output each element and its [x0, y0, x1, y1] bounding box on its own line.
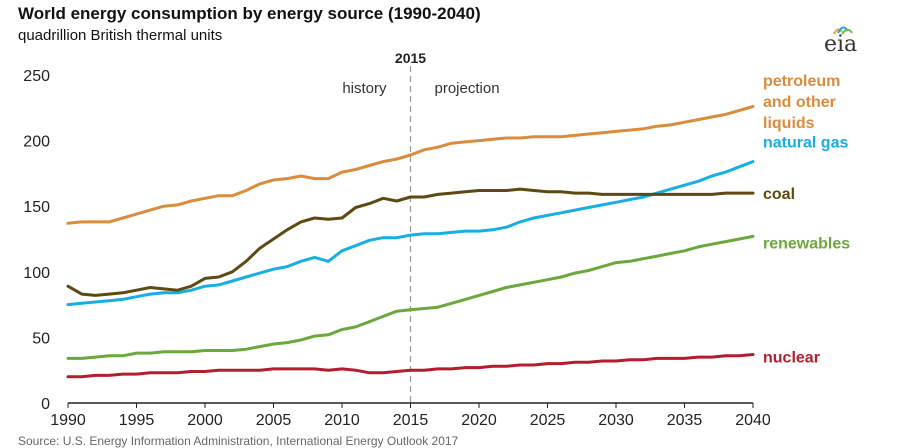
y-tick-label: 50	[32, 330, 50, 347]
x-tick-label: 2020	[461, 412, 497, 429]
x-tick-label: 2040	[735, 412, 771, 429]
series-label-natural_gas: natural gas	[763, 135, 848, 152]
y-tick-label: 250	[23, 68, 50, 85]
y-tick-label: 150	[23, 199, 50, 216]
chart-subtitle: quadrillion British thermal units	[18, 27, 223, 44]
series-line-natural_gas	[66, 160, 755, 307]
history-label: history	[342, 80, 387, 97]
series-labels: petroleum and other liquids natural gas coal…	[763, 73, 850, 366]
history-projection-divider: 2015 history projection	[342, 50, 500, 403]
x-tick-label: 2000	[187, 412, 223, 429]
x-tick-label: 2010	[324, 412, 360, 429]
series-label-petroleum: petroleum and other liquids	[763, 73, 840, 132]
x-tick-label: 2035	[667, 412, 703, 429]
y-tick-label: 200	[23, 134, 50, 151]
series-line-coal	[66, 187, 755, 297]
y-tick-label: 100	[23, 265, 50, 282]
source-note: Source: U.S. Energy Information Administ…	[18, 434, 459, 448]
eia-logo-text: eia	[824, 32, 857, 54]
series-line-renewables	[66, 234, 755, 360]
series-line-nuclear	[66, 353, 755, 379]
x-tick-label: 2005	[256, 412, 292, 429]
x-tick-label: 2025	[530, 412, 566, 429]
eia-logo-icon: eia	[824, 26, 857, 54]
x-tick-label: 2015	[393, 412, 429, 429]
series-line-petroleum	[66, 105, 755, 225]
series-label-renewables: renewables	[763, 235, 850, 252]
series-label-nuclear: nuclear	[763, 349, 820, 366]
x-tick-label: 1995	[119, 412, 155, 429]
x-tick-label: 2030	[598, 412, 634, 429]
chart-series	[66, 105, 755, 379]
y-tick-label: 0	[41, 396, 50, 413]
series-label-coal: coal	[763, 186, 795, 203]
chart-axes: 1990 1995 2000 2005 2010 2015 2020 2025 2030 2035…	[23, 68, 771, 429]
chart-title: World energy consumption by energy sourc…	[18, 4, 481, 23]
projection-label: projection	[435, 80, 500, 97]
x-tick-label: 1990	[50, 412, 86, 429]
divider-year-label: 2015	[395, 50, 426, 66]
